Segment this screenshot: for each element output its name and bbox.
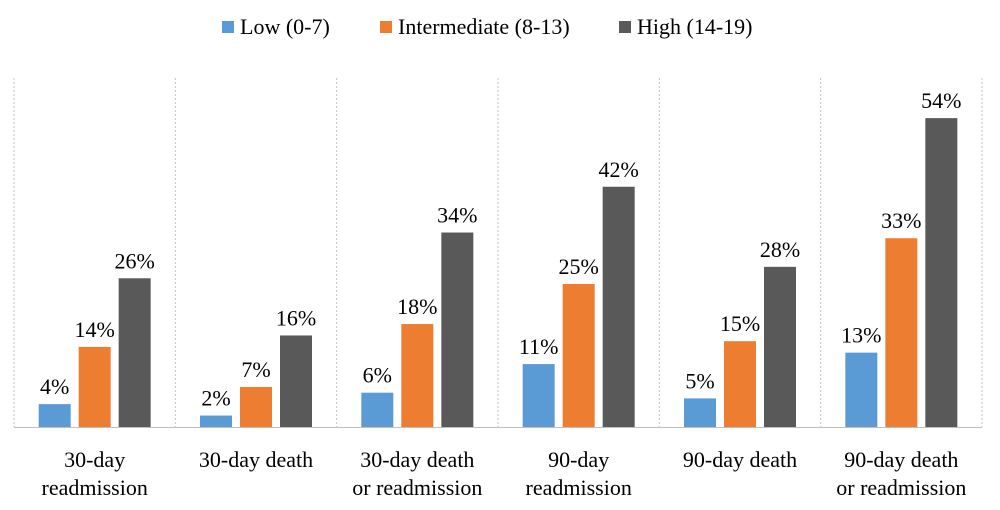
bar	[200, 415, 232, 427]
category-separators	[13, 78, 983, 427]
data-label: 16%	[276, 305, 316, 330]
legend-swatch	[380, 21, 392, 33]
bar	[684, 398, 716, 427]
data-label: 14%	[75, 317, 115, 342]
bar	[885, 238, 918, 427]
data-label: 13%	[841, 323, 881, 348]
legend-label: Low (0-7)	[240, 14, 330, 39]
legend-item: Low (0-7)	[222, 14, 330, 39]
bar	[280, 335, 312, 427]
bar	[78, 346, 111, 427]
data-label: 34%	[437, 203, 477, 228]
category-label: readmission	[42, 475, 148, 500]
bar	[522, 364, 555, 427]
data-label: 26%	[115, 248, 155, 273]
category-label: 30-day	[64, 447, 125, 472]
legend-item: Intermediate (8-13)	[380, 14, 570, 39]
legend: Low (0-7) Intermediate (8-13) High (14-19)	[222, 14, 752, 39]
category-label: 90-day death	[683, 447, 797, 472]
data-label: 6%	[363, 363, 392, 388]
bar	[764, 266, 796, 427]
bar	[240, 386, 272, 427]
legend-label: High (14-19)	[637, 14, 752, 39]
bars	[38, 118, 958, 428]
category-label: readmission	[526, 475, 632, 500]
bar	[401, 324, 434, 427]
bar	[361, 392, 394, 427]
data-label: 54%	[921, 88, 961, 113]
legend-swatch	[222, 21, 234, 33]
data-label: 25%	[559, 254, 599, 279]
data-label: 2%	[201, 386, 230, 411]
data-label: 15%	[720, 311, 760, 336]
bar	[441, 232, 474, 427]
bar	[602, 186, 635, 427]
data-label: 7%	[241, 357, 270, 382]
category-label: 30-day death	[199, 447, 313, 472]
category-label: 90-day	[548, 447, 609, 472]
bar	[562, 284, 595, 427]
legend-item: High (14-19)	[619, 14, 752, 39]
data-label: 42%	[599, 157, 639, 182]
legend-label: Intermediate (8-13)	[398, 14, 570, 39]
data-label: 18%	[397, 294, 437, 319]
bar	[845, 352, 878, 427]
data-label: 33%	[881, 208, 921, 233]
data-label: 5%	[685, 368, 714, 393]
data-label: 11%	[519, 334, 559, 359]
bar	[38, 404, 71, 427]
data-label: 28%	[760, 237, 800, 262]
legend-swatch	[619, 21, 631, 33]
category-label: 30-day death	[360, 447, 474, 472]
data-label: 4%	[40, 374, 69, 399]
bar	[118, 278, 151, 427]
category-label: 90-day death	[844, 447, 958, 472]
data-labels: 4% 14% 26% 2% 7% 16% 6% 18% 34% 11% 25% 42% 5% 15% 28%…	[40, 88, 961, 410]
bar	[724, 341, 756, 427]
category-label: or readmission	[352, 475, 482, 500]
bar	[925, 118, 958, 428]
x-axis: 30-day readmission 30-day death 30-day deat…	[14, 427, 982, 500]
category-label: or readmission	[836, 475, 966, 500]
